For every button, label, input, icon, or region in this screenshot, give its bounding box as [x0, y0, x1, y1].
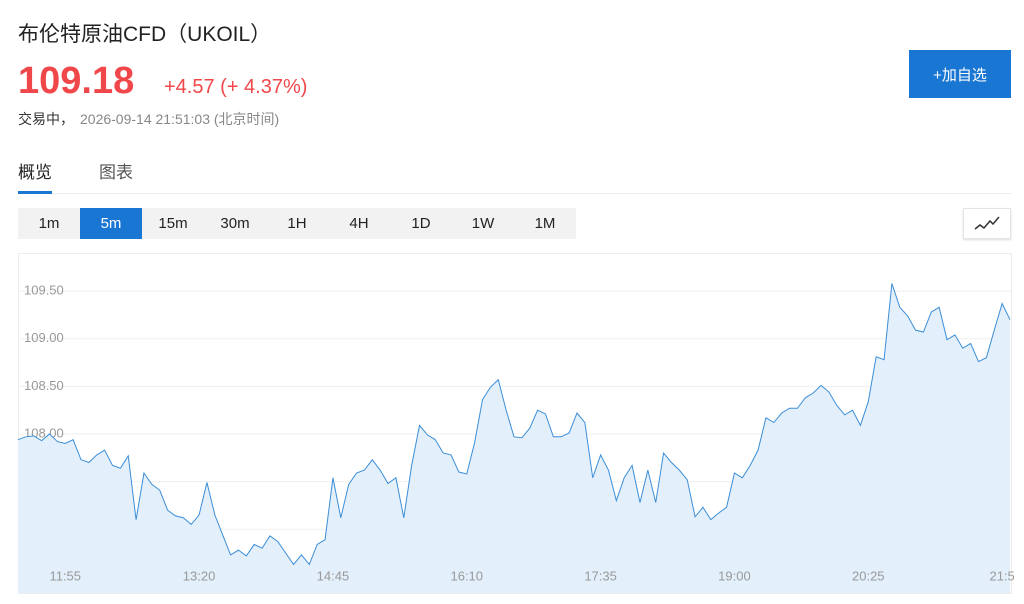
- x-tick-label: 17:35: [584, 568, 617, 583]
- x-tick-label: 11:55: [49, 568, 81, 583]
- period-button[interactable]: 1M: [534, 215, 556, 232]
- period-button[interactable]: 1D: [411, 215, 431, 232]
- y-tick-label: 108.50: [24, 378, 64, 393]
- trading-status: 交易中，: [18, 111, 74, 127]
- period-button[interactable]: 4H: [349, 215, 369, 232]
- area-fill: [18, 283, 1010, 593]
- chart-frame: [18, 253, 1012, 594]
- x-tick-label: 21:5: [989, 568, 1014, 583]
- x-tick-label: 13:20: [183, 568, 216, 583]
- tab-bar: 概览 图表: [18, 158, 1012, 194]
- tab[interactable]: 概览: [18, 158, 52, 194]
- x-tick-label: 20:25: [852, 568, 885, 583]
- instrument-title: 布伦特原油CFD（UKOIL）: [18, 23, 272, 46]
- period-button[interactable]: 1H: [287, 215, 307, 232]
- chart-type-icon: [974, 216, 1000, 230]
- x-tick-label: 16:10: [450, 568, 483, 583]
- period-button[interactable]: 1W: [471, 215, 495, 232]
- period-button[interactable]: 30m: [220, 215, 250, 232]
- y-tick-label: 109.50: [24, 283, 64, 298]
- price-change: +4.57 (+ 4.37%): [164, 76, 308, 98]
- tab[interactable]: 图表: [99, 163, 133, 182]
- period-bar: 1m 5m 15m 30m 1H 4H 1D 1W 1M: [18, 208, 576, 239]
- chart-type-button[interactable]: [963, 208, 1011, 239]
- timestamp: 2026-09-14 21:51:03 (北京时间): [80, 111, 280, 127]
- y-tick-label: 109.00: [24, 330, 64, 345]
- period-button[interactable]: 15m: [158, 215, 188, 232]
- price-line: [17, 283, 1011, 566]
- x-tick-label: 14:45: [317, 568, 350, 583]
- period-button[interactable]: 1m: [38, 215, 60, 232]
- period-button[interactable]: 5m: [80, 208, 142, 239]
- add-watchlist-button[interactable]: +加自选: [909, 50, 1011, 98]
- price: 109.18: [18, 60, 135, 102]
- x-tick-label: 19:00: [718, 568, 751, 583]
